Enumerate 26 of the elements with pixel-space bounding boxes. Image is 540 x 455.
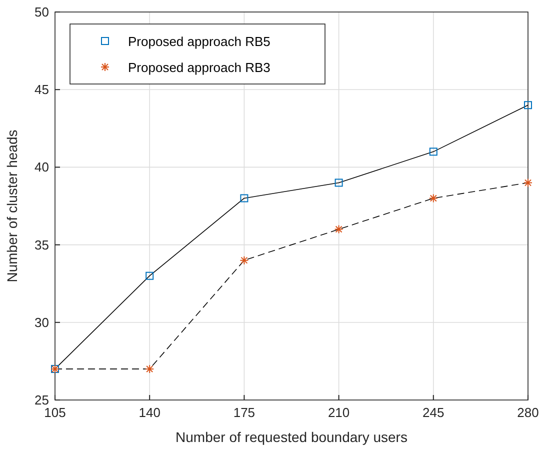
point [428,194,438,203]
x-tick-label: 280 [517,405,539,420]
y-tick-label: 35 [34,237,49,252]
point [146,272,154,280]
point [524,101,532,110]
point [524,178,532,188]
y-tick-label: 40 [34,160,49,175]
point [240,256,249,265]
y-tick-label: 45 [34,82,49,98]
point [145,364,154,374]
x-tick-label: 245 [422,405,444,420]
point [240,194,248,202]
x-tick-label: 210 [328,405,350,420]
x-tick-label: 140 [138,405,160,420]
legend-label: Proposed approach RB3 [128,60,270,75]
legend-label: Proposed approach RB5 [128,34,270,49]
point [334,178,343,187]
y-tick-label: 50 [34,4,49,20]
x-tick-label: 105 [44,405,66,420]
point [334,224,344,234]
y-axis-title: Number of cluster heads [4,130,20,282]
y-tick-label: 30 [34,314,49,330]
point [429,148,438,156]
x-tick-label: 175 [233,405,256,420]
x-axis-title: Number of requested boundary users [176,429,408,445]
y-tick-label: 25 [34,392,49,408]
